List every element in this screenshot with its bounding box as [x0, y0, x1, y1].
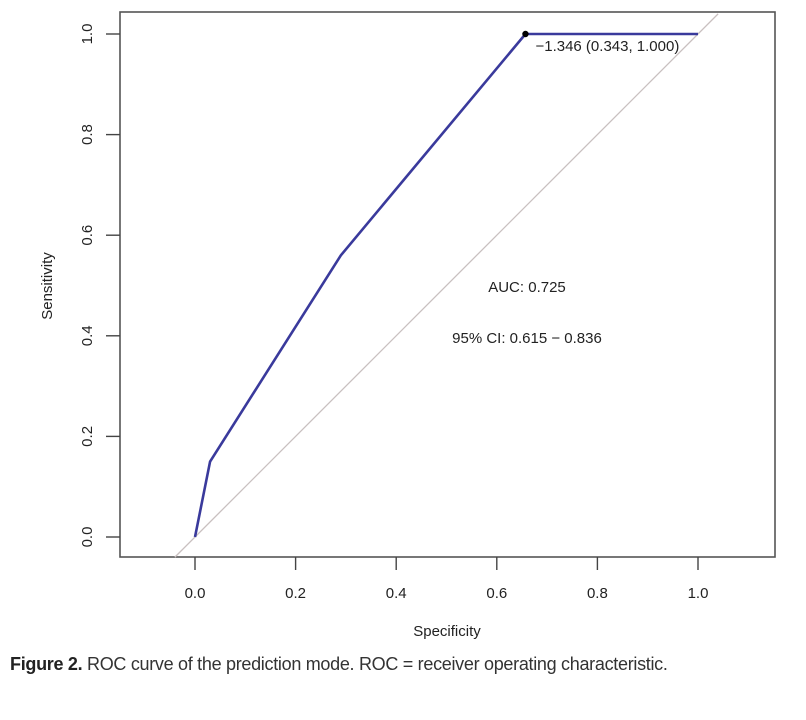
reference-diagonal-line: [174, 13, 719, 558]
highlight-label: −1.346 (0.343, 1.000): [535, 38, 679, 55]
x-tick-label: 0.2: [285, 585, 306, 602]
caption-text: ROC curve of the prediction mode. ROC = …: [82, 654, 668, 674]
x-tick-label: 0.8: [587, 585, 608, 602]
x-tick-label: 0.6: [486, 585, 507, 602]
y-tick-label: 0.8: [79, 124, 96, 145]
caption-label: Figure 2.: [10, 654, 83, 674]
y-tick-label: 0.2: [79, 426, 96, 447]
x-tick-label: 0.4: [386, 585, 407, 602]
roc-chart: 0.0 0.2 0.4 0.6 0.8 1.0 0.0 0.2 0.4 0.6 0.8 1.0 −1…: [39, 11, 776, 640]
y-tick-label: 0.4: [79, 325, 96, 346]
figure-caption: Figure 2. ROC curve of the prediction mo…: [10, 652, 798, 676]
y-axis: 0.0 0.2 0.4 0.6 0.8 1.0: [79, 24, 120, 548]
y-tick-label: 0.0: [79, 527, 96, 548]
auc-annotation: AUC: 0.725: [488, 279, 566, 296]
x-tick-label: 0.0: [185, 585, 206, 602]
y-axis-title: Sensitivity: [39, 252, 56, 320]
optimal-threshold-point: [522, 30, 529, 38]
y-tick-label: 0.6: [79, 225, 96, 246]
y-tick-label: 1.0: [79, 24, 96, 45]
series-group: [174, 13, 719, 558]
ci-annotation: 95% CI: 0.615 − 0.836: [452, 330, 602, 347]
x-tick-label: 1.0: [688, 585, 709, 602]
x-axis-title: Specificity: [413, 623, 481, 640]
x-axis: 0.0 0.2 0.4 0.6 0.8 1.0: [185, 557, 709, 602]
